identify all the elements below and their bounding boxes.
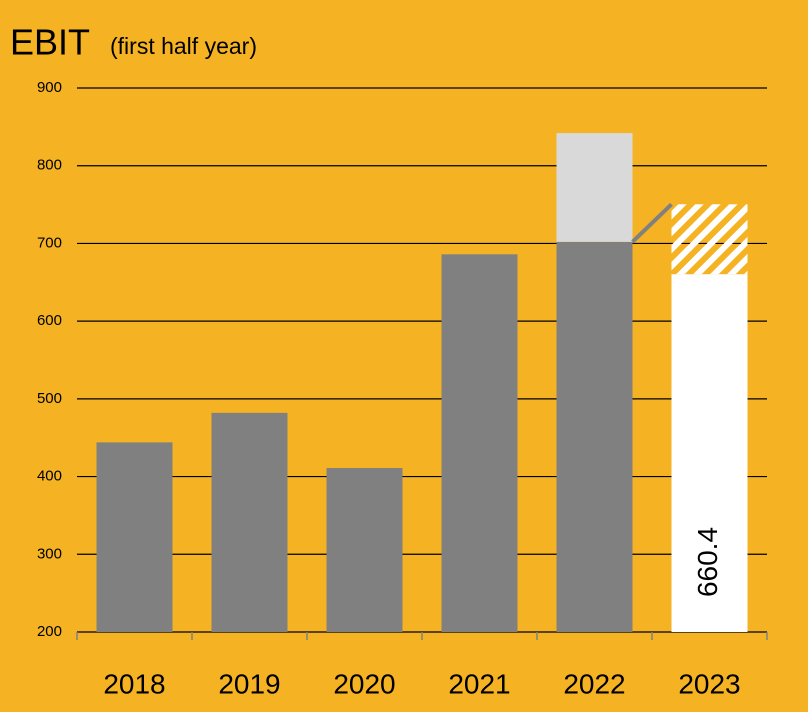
bar: [556, 133, 633, 242]
chart-title: EBIT: [10, 22, 90, 63]
y-tick-label: 300: [37, 545, 62, 562]
x-tick-label: 2019: [218, 668, 280, 699]
x-tick-label: 2022: [563, 668, 625, 699]
bar: [96, 442, 173, 632]
y-tick-label: 400: [37, 468, 62, 485]
x-tick-label: 2023: [678, 668, 740, 699]
connector: [631, 202, 673, 244]
y-tick-label: 900: [37, 79, 62, 96]
y-tick-label: 500: [37, 390, 62, 407]
x-tick-label: 2020: [333, 668, 395, 699]
bar: [671, 204, 748, 275]
bar: [556, 241, 633, 633]
chart-subtitle: (first half year): [110, 33, 257, 59]
data-label: 660.4: [692, 527, 723, 597]
y-tick-label: 700: [37, 234, 62, 251]
bar: [211, 412, 288, 632]
y-tick-label: 200: [37, 623, 62, 640]
y-tick-label: 800: [37, 157, 62, 174]
bar: [671, 274, 748, 632]
bar: [441, 254, 518, 632]
x-tick-label: 2018: [103, 668, 165, 699]
y-tick-label: 600: [37, 312, 62, 329]
x-tick-label: 2021: [448, 668, 510, 699]
bar: [326, 468, 403, 632]
